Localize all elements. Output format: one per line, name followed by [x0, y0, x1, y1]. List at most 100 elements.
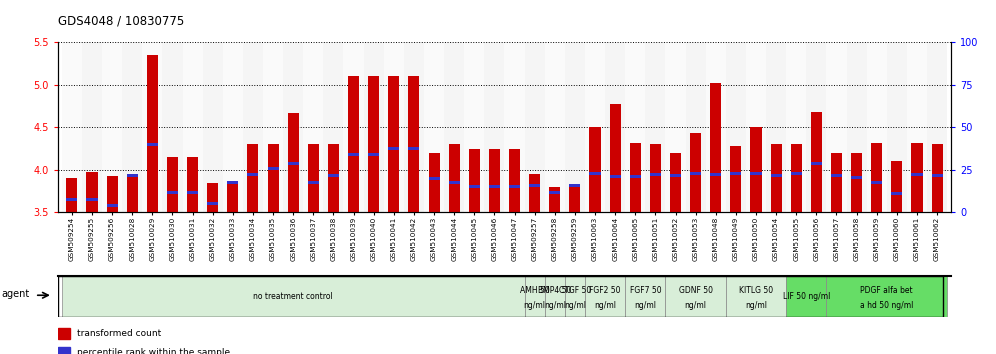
- Bar: [771, 175, 782, 177]
- Bar: [344, 42, 364, 212]
- Bar: [549, 187, 561, 212]
- Bar: [107, 204, 118, 207]
- Bar: [227, 181, 238, 184]
- FancyBboxPatch shape: [525, 276, 545, 317]
- Bar: [489, 149, 500, 212]
- Bar: [590, 172, 601, 175]
- Text: CTGF 50: CTGF 50: [559, 286, 591, 295]
- Text: FGF2 50: FGF2 50: [590, 286, 621, 295]
- Bar: [570, 187, 581, 212]
- Bar: [851, 176, 863, 179]
- Bar: [484, 42, 504, 212]
- Bar: [504, 42, 525, 212]
- Bar: [58, 347, 70, 354]
- Bar: [629, 143, 640, 212]
- Bar: [146, 143, 158, 146]
- Bar: [665, 42, 685, 212]
- Bar: [549, 192, 561, 194]
- Bar: [308, 144, 319, 212]
- Bar: [328, 175, 339, 177]
- Bar: [146, 55, 158, 212]
- Bar: [126, 175, 137, 177]
- Bar: [369, 153, 379, 156]
- Bar: [570, 184, 581, 187]
- Bar: [227, 183, 238, 212]
- Bar: [931, 175, 942, 177]
- Bar: [867, 42, 886, 212]
- Bar: [730, 172, 741, 175]
- Bar: [629, 175, 640, 178]
- Bar: [831, 175, 842, 177]
- Bar: [142, 42, 162, 212]
- Bar: [886, 42, 907, 212]
- Bar: [525, 42, 545, 212]
- Bar: [82, 42, 102, 212]
- Bar: [710, 83, 721, 212]
- Bar: [87, 198, 98, 201]
- Bar: [827, 42, 847, 212]
- Bar: [610, 175, 621, 178]
- Bar: [690, 172, 701, 175]
- Bar: [448, 144, 460, 212]
- Bar: [167, 157, 178, 212]
- Bar: [746, 42, 766, 212]
- Text: BMP4 50: BMP4 50: [538, 286, 572, 295]
- Text: PDGF alfa bet: PDGF alfa bet: [861, 286, 913, 295]
- Bar: [102, 42, 123, 212]
- Bar: [167, 192, 178, 194]
- Bar: [529, 184, 540, 187]
- FancyBboxPatch shape: [565, 276, 585, 317]
- FancyBboxPatch shape: [585, 276, 625, 317]
- Bar: [268, 167, 279, 170]
- Bar: [911, 173, 922, 176]
- Text: transformed count: transformed count: [77, 329, 161, 338]
- Bar: [428, 177, 439, 180]
- Bar: [509, 149, 520, 212]
- Bar: [469, 149, 480, 212]
- FancyBboxPatch shape: [625, 276, 665, 317]
- Bar: [670, 153, 681, 212]
- Bar: [87, 172, 98, 212]
- Bar: [247, 144, 259, 212]
- Text: ng/ml: ng/ml: [634, 301, 656, 310]
- Bar: [288, 113, 299, 212]
- Bar: [268, 144, 279, 212]
- Bar: [243, 42, 263, 212]
- Bar: [872, 181, 882, 184]
- Bar: [685, 42, 706, 212]
- Bar: [424, 42, 444, 212]
- Bar: [931, 144, 942, 212]
- Bar: [107, 176, 118, 212]
- Bar: [182, 42, 202, 212]
- Bar: [448, 181, 460, 184]
- Bar: [529, 174, 540, 212]
- Bar: [187, 157, 198, 212]
- Bar: [649, 144, 661, 212]
- Bar: [464, 42, 484, 212]
- Text: ng/ml: ng/ml: [524, 301, 546, 310]
- FancyBboxPatch shape: [827, 276, 947, 317]
- Bar: [771, 144, 782, 212]
- Bar: [324, 42, 344, 212]
- Bar: [263, 42, 283, 212]
- Bar: [408, 147, 419, 150]
- Text: KITLG 50: KITLG 50: [739, 286, 773, 295]
- Bar: [58, 328, 70, 339]
- Text: a hd 50 ng/ml: a hd 50 ng/ml: [861, 301, 913, 310]
- Text: GDS4048 / 10830775: GDS4048 / 10830775: [58, 14, 184, 27]
- Bar: [891, 161, 902, 212]
- FancyBboxPatch shape: [62, 276, 525, 317]
- Bar: [726, 42, 746, 212]
- Bar: [207, 183, 218, 212]
- Bar: [162, 42, 182, 212]
- Bar: [927, 42, 947, 212]
- Bar: [606, 42, 625, 212]
- Bar: [811, 162, 822, 165]
- Bar: [288, 162, 299, 165]
- Bar: [645, 42, 665, 212]
- Bar: [126, 176, 137, 212]
- Text: LIF 50 ng/ml: LIF 50 ng/ml: [783, 292, 830, 301]
- Bar: [585, 42, 606, 212]
- Bar: [670, 175, 681, 177]
- Bar: [649, 173, 661, 176]
